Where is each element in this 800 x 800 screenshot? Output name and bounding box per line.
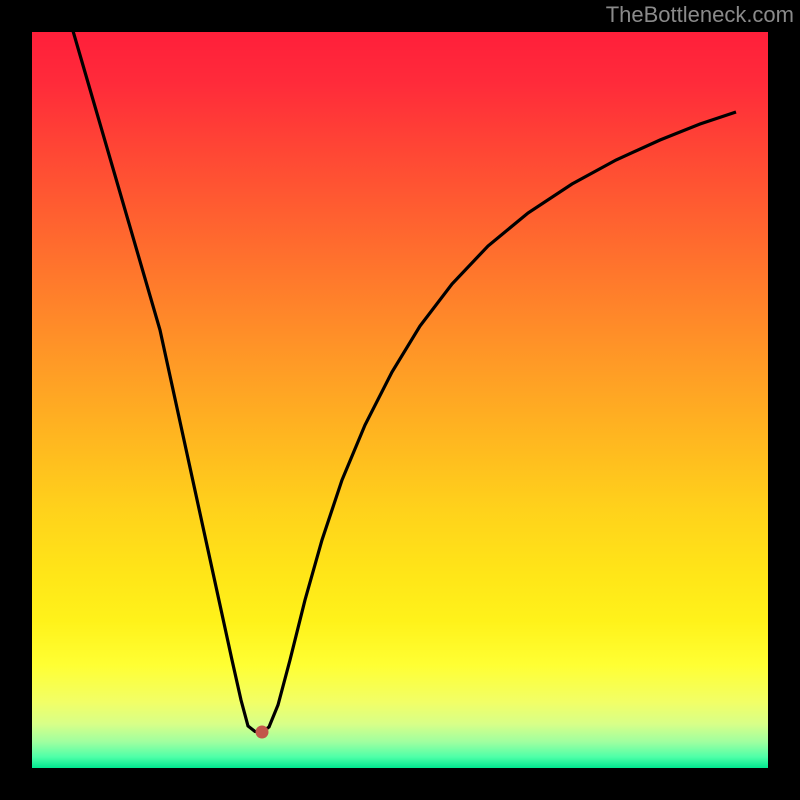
chart-container: TheBottleneck.com bbox=[0, 0, 800, 800]
bottleneck-curve bbox=[32, 32, 768, 768]
curve-path bbox=[64, 32, 736, 732]
watermark-text: TheBottleneck.com bbox=[606, 2, 794, 28]
optimal-point-marker bbox=[256, 726, 269, 739]
plot-area bbox=[32, 32, 768, 768]
